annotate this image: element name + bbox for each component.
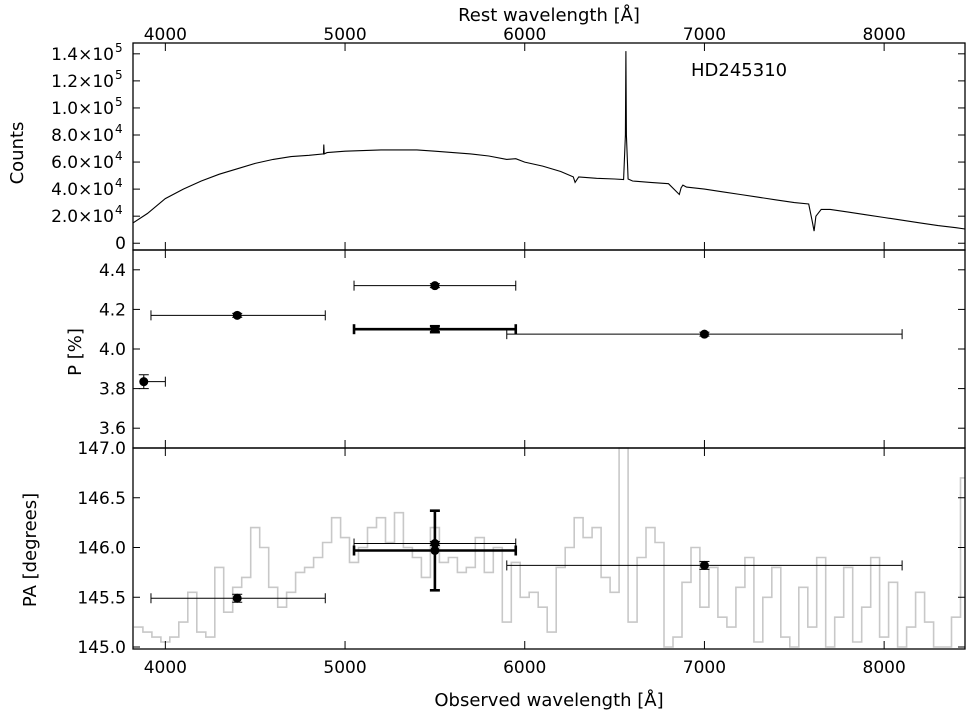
y-tick-label: 3.6 [99,419,126,439]
y-tick-label: 145.5 [77,588,126,608]
y-tick-label: 145.0 [77,638,126,658]
y-tick-label: 146.0 [77,539,126,559]
position-angle-panel: 145.0 145.5 146.0 146.5 147.0 [77,439,965,658]
bottom-x-tick-label: 8000 [863,658,906,678]
spectrum-y-tick-exponent: 4 [115,122,123,136]
y-tick-label: 4.4 [99,261,126,281]
spectrum-ylabel: Counts [7,122,28,185]
data-point [139,377,149,387]
top-axis-label: Rest wavelength [Å] [458,4,640,26]
panel-frame [132,42,966,251]
y-tick-label: 4.2 [99,300,126,320]
spectrum-y-tick-label: 0 [115,234,126,254]
spectrum-y-tick-label: 6.0×10 [51,153,114,173]
data-point [430,281,440,291]
data-point [699,560,709,570]
spectrum-y-tick-exponent: 4 [115,149,123,163]
spectrum-y-tick-exponent: 5 [115,68,123,82]
polarization-panel: 3.6 3.8 4.0 4.2 4.4 [99,261,965,439]
top-x-tick-label: 5000 [323,25,366,45]
spectrum-y-tick-label: 8.0×10 [51,126,114,146]
spectrum-y-tick-exponent: 4 [115,203,123,217]
top-x-tick-label: 7000 [683,25,726,45]
panel-frame [132,249,966,449]
spectrum-y-tick-label: 1.4×10 [51,45,114,65]
spectrum-y-tick-label: 4.0×10 [51,180,114,200]
spectrum-line [132,51,966,232]
spectrum-y-tick-exponent: 4 [115,176,123,190]
polarization-ylabel: P [%] [65,328,86,376]
data-point [430,545,440,555]
data-point [699,329,709,339]
spectrum-y-tick-label: 1.0×10 [51,99,114,119]
spectrum-y-tick-label: 1.2×10 [51,72,114,92]
top-x-tick-label: 8000 [863,25,906,45]
data-point [430,326,439,333]
top-x-tick-label: 4000 [144,25,187,45]
spectrum-y-tick-exponent: 5 [115,41,123,55]
spectrum-y-tick-exponent: 5 [115,95,123,109]
pa-background-step-line [133,447,965,648]
panel-frame [132,447,966,650]
bottom-x-tick-label: 5000 [323,658,366,678]
position-angle-ylabel: PA [degrees] [20,493,41,607]
frames: 4000 4000 5000 5000 6000 6000 7000 7000 8000 8000 [132,25,966,678]
data-point [232,593,242,603]
top-x-tick-label: 6000 [503,25,546,45]
y-tick-label: 147.0 [77,439,126,459]
spectrum-panel: 02.0×10 44.0×10 46.0×10 48.0×10 41.0×10 51.2×… [51,41,966,254]
bottom-x-tick-label: 6000 [503,658,546,678]
background-step-layer [133,447,965,648]
y-tick-label: 4.0 [99,340,126,360]
spectrum-annotation: HD245310 [691,60,787,81]
bottom-x-tick-label: 7000 [683,658,726,678]
y-tick-label: 3.8 [99,380,126,400]
data-point [232,310,242,320]
y-tick-label: 146.5 [77,489,126,509]
spectrum-y-tick-label: 2.0×10 [51,207,114,227]
bottom-x-tick-label: 4000 [144,658,187,678]
bottom-axis-label: Observed wavelength [Å] [434,689,663,711]
